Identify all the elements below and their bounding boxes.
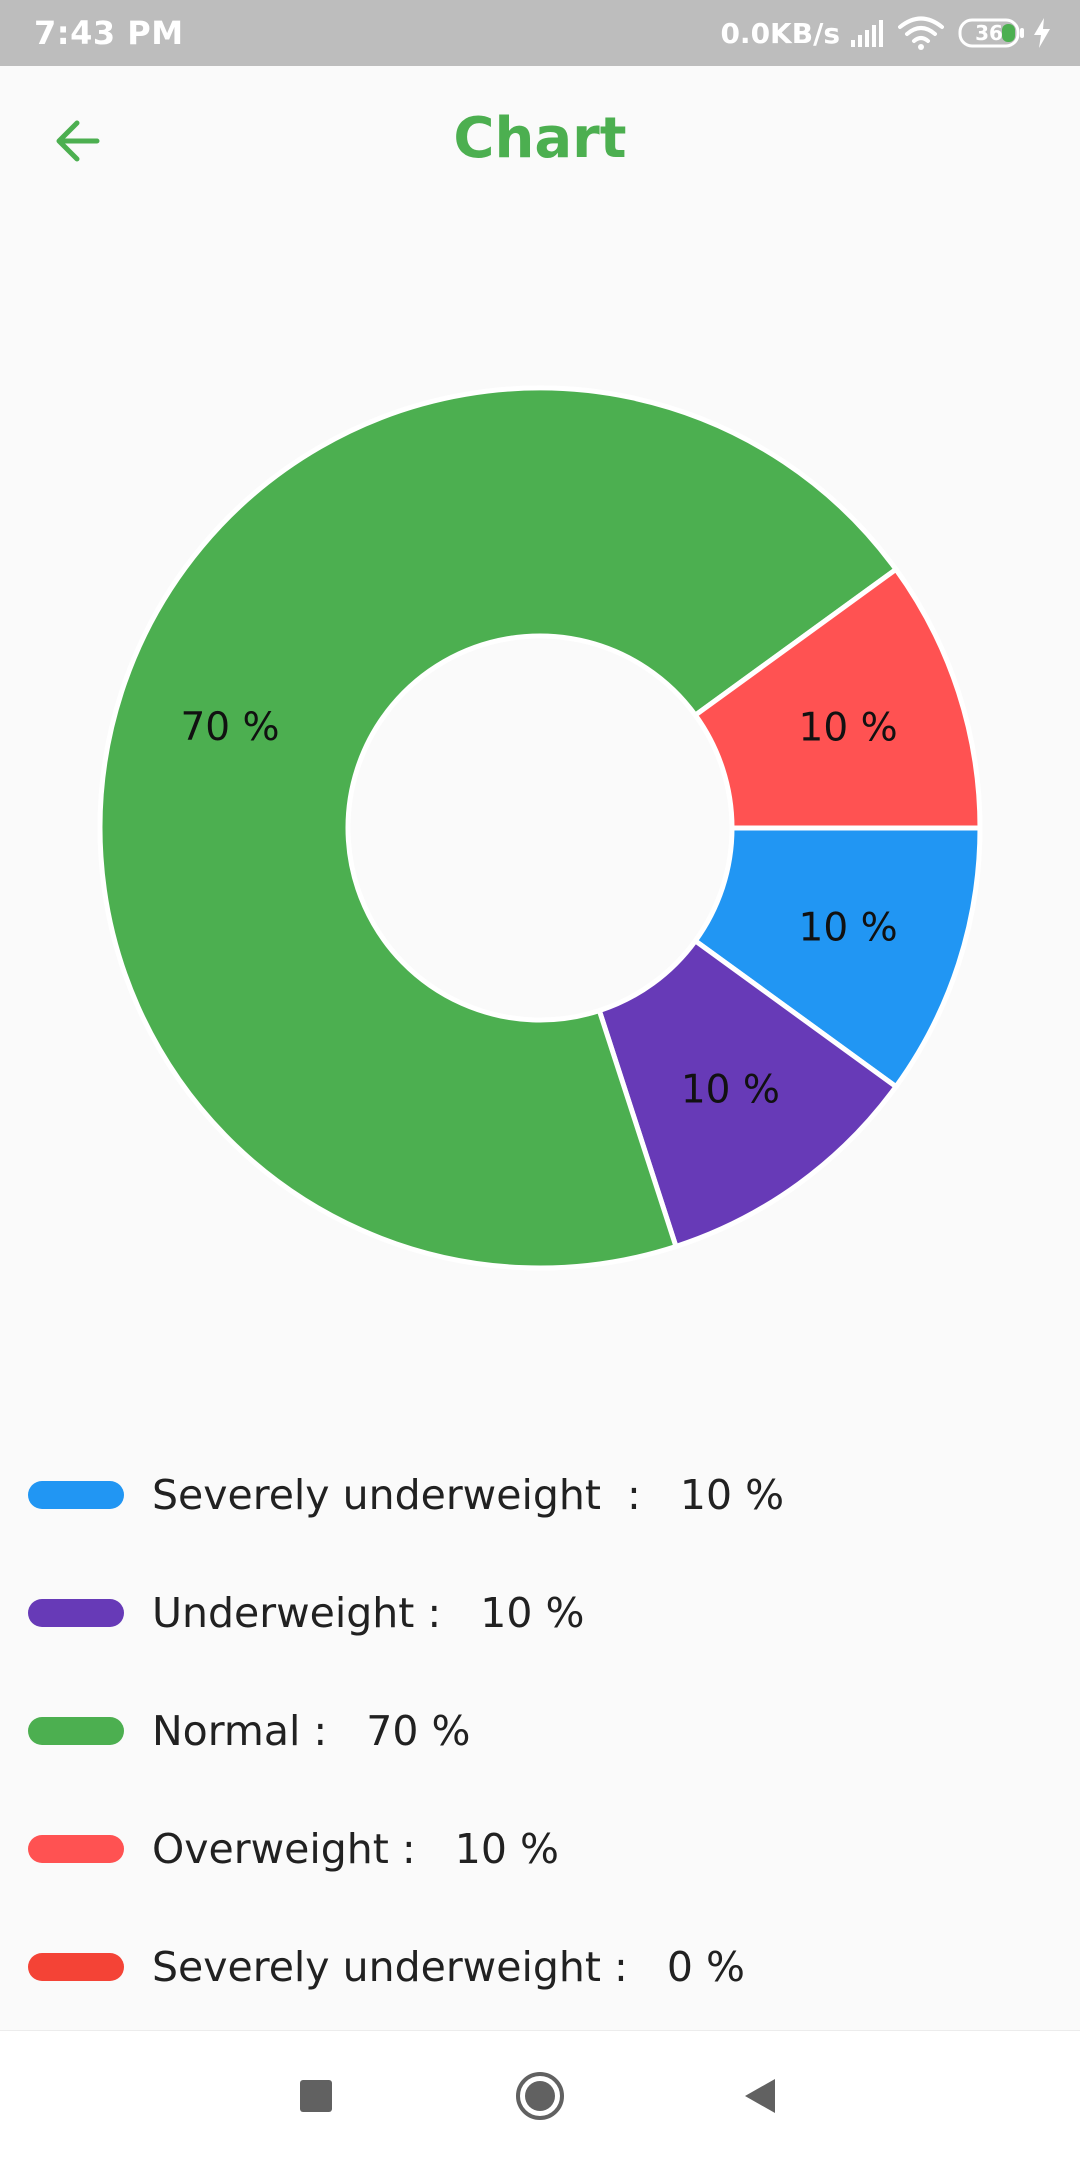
legend-item-underweight: Underweight : 10 % bbox=[0, 1568, 1080, 1658]
status-bar: 7:43 PM 0.0KB/s bbox=[0, 0, 1080, 66]
slice-underweight-label: 10 % bbox=[681, 1068, 780, 1113]
legend-swatch bbox=[28, 1717, 124, 1745]
slice-overweight-label: 10 % bbox=[799, 705, 898, 750]
status-icons: 0.0KB/s 36 bbox=[720, 10, 1052, 56]
home-circle-icon bbox=[516, 2072, 564, 2120]
back-nav-button[interactable] bbox=[700, 2031, 820, 2160]
legend-item-overweight: Overweight : 10 % bbox=[0, 1804, 1080, 1894]
slice-normal[interactable] bbox=[97, 385, 900, 1271]
slice-severely-underweight[interactable] bbox=[691, 825, 983, 1091]
arrow-back-icon bbox=[56, 120, 100, 162]
signal-icon bbox=[851, 20, 883, 47]
legend-item-severely-overweight: Severely underweight : 0 % bbox=[0, 1922, 1080, 2012]
legend-label: Overweight : 10 % bbox=[152, 1825, 559, 1873]
battery-icon: 36 bbox=[958, 18, 1026, 48]
app-bar: Chart bbox=[0, 66, 1080, 216]
recents-square-icon bbox=[300, 2080, 332, 2112]
legend-item-normal: Normal : 70 % bbox=[0, 1686, 1080, 1776]
recents-button[interactable] bbox=[256, 2031, 376, 2160]
legend-label: Normal : 70 % bbox=[152, 1707, 471, 1755]
donut-chart: 10 % 10 % 70 % 10 % bbox=[97, 385, 983, 1271]
slice-overweight[interactable] bbox=[691, 565, 983, 831]
navigation-bar bbox=[0, 2030, 1080, 2160]
charging-bolt-icon bbox=[1034, 18, 1050, 48]
home-button[interactable] bbox=[480, 2031, 600, 2160]
back-triangle-icon bbox=[745, 2079, 775, 2113]
legend-label: Severely underweight : 0 % bbox=[152, 1943, 745, 1991]
back-button[interactable] bbox=[40, 104, 114, 178]
slice-severely-underweight-label: 10 % bbox=[799, 906, 898, 951]
legend-item-severely-underweight: Severely underweight : 10 % bbox=[0, 1450, 1080, 1540]
legend-swatch bbox=[28, 1953, 124, 1981]
legend-label: Severely underweight : 10 % bbox=[152, 1471, 785, 1519]
page-title: Chart bbox=[453, 106, 627, 171]
slice-underweight[interactable] bbox=[596, 937, 900, 1250]
legend-swatch bbox=[28, 1599, 124, 1627]
legend-swatch bbox=[28, 1481, 124, 1509]
battery-level: 36 bbox=[975, 21, 1003, 45]
network-speed: 0.0KB/s bbox=[720, 16, 840, 50]
legend-swatch bbox=[28, 1835, 124, 1863]
status-time: 7:43 PM bbox=[34, 14, 184, 52]
slice-normal-label: 70 % bbox=[180, 705, 279, 750]
legend-label: Underweight : 10 % bbox=[152, 1589, 585, 1637]
wifi-icon bbox=[898, 16, 944, 50]
